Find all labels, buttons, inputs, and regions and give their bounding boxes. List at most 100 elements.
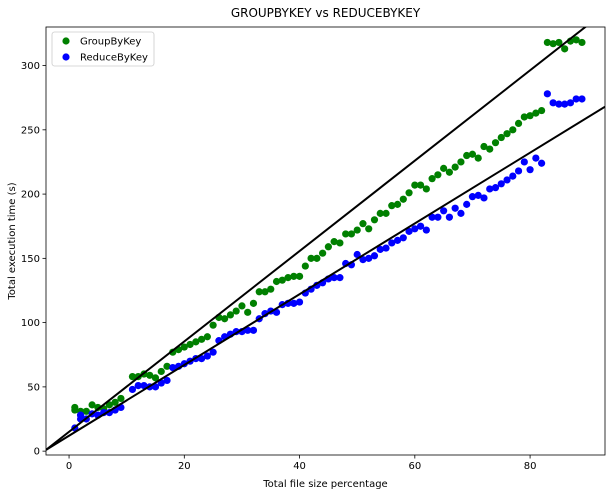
data-point [209,321,217,329]
data-point [532,109,540,117]
data-point [428,213,436,221]
data-point [221,315,229,323]
data-point [572,95,580,103]
data-point [353,226,361,234]
data-point [526,166,534,174]
data-point [509,126,517,134]
legend-marker [62,37,70,45]
data-point [336,274,344,282]
series-reducebykey [71,90,586,432]
data-point [578,95,586,103]
data-point [474,154,482,162]
data-point [497,180,505,188]
data-point [226,311,235,319]
data-point [382,209,390,217]
data-point [520,113,528,121]
data-point [267,285,275,293]
data-point [295,272,304,280]
data-point [422,185,430,193]
data-point [457,209,465,217]
data-point [388,202,396,210]
data-point [561,100,569,108]
axis-ticks: 0 20 40 60 80 0 50 100 150 200 250 300 [21,61,537,472]
data-point [434,213,442,221]
data-point [128,373,137,381]
data-point [353,250,361,259]
data-point [71,406,79,414]
data-point [319,249,327,257]
data-point [163,362,171,370]
data-point [342,230,350,238]
y-tick-label: 300 [21,61,40,72]
data-point [198,355,206,363]
data-point [278,276,286,284]
data-point [382,244,390,252]
fit-line [46,105,605,451]
data-point [128,385,137,394]
data-point [468,150,477,158]
data-point [180,343,188,351]
data-point [451,204,459,212]
data-point [192,338,200,346]
series-groupbykey [71,36,586,419]
data-point [261,288,269,296]
data-point [474,191,482,199]
data-point [301,262,309,270]
data-point [561,45,569,53]
legend-box [51,31,155,67]
data-point [330,238,338,246]
data-point [503,176,511,184]
data-point [347,230,356,238]
data-point [186,340,194,349]
data-point [209,348,217,356]
data-point [411,225,419,233]
data-point [463,151,471,160]
data-point [146,371,154,379]
data-point [445,168,453,176]
data-point [393,200,402,208]
data-point [203,333,211,341]
data-point [451,163,459,171]
data-point [255,288,263,296]
data-point [416,222,425,230]
data-point [543,38,551,47]
fit-line [46,27,587,451]
data-point [88,401,96,409]
data-point [491,184,500,192]
data-point [249,299,258,307]
data-point [169,348,177,356]
data-point [94,403,102,412]
data-point [198,335,206,343]
data-point [365,254,373,262]
data-point [486,185,494,193]
data-point [313,254,321,262]
data-point [486,145,494,153]
data-point [272,277,281,286]
data-point [370,216,379,224]
data-point [359,220,367,228]
data-point [445,213,453,221]
data-point [244,326,252,334]
data-point [370,252,379,260]
data-point [532,154,540,162]
data-point [549,99,557,107]
data-point [422,226,430,234]
data-point [244,308,252,316]
data-point [566,99,575,107]
x-tick-label: 60 [408,461,421,472]
data-point [480,142,488,151]
data-point [555,38,563,47]
data-point [82,407,90,415]
data-point [330,274,338,282]
y-tick-label: 250 [21,125,40,136]
data-point [290,272,298,280]
data-point [336,239,344,247]
data-point [514,119,523,127]
x-axis-title: Total file size percentage [262,479,387,490]
data-point [249,326,258,334]
data-point [295,298,304,306]
data-point [434,171,442,179]
legend-label: ReduceByKey [80,53,148,64]
data-point [538,159,546,167]
